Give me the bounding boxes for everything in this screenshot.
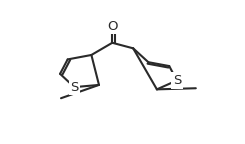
Text: O: O <box>107 20 118 33</box>
Text: S: S <box>173 74 181 87</box>
Text: S: S <box>70 81 78 94</box>
